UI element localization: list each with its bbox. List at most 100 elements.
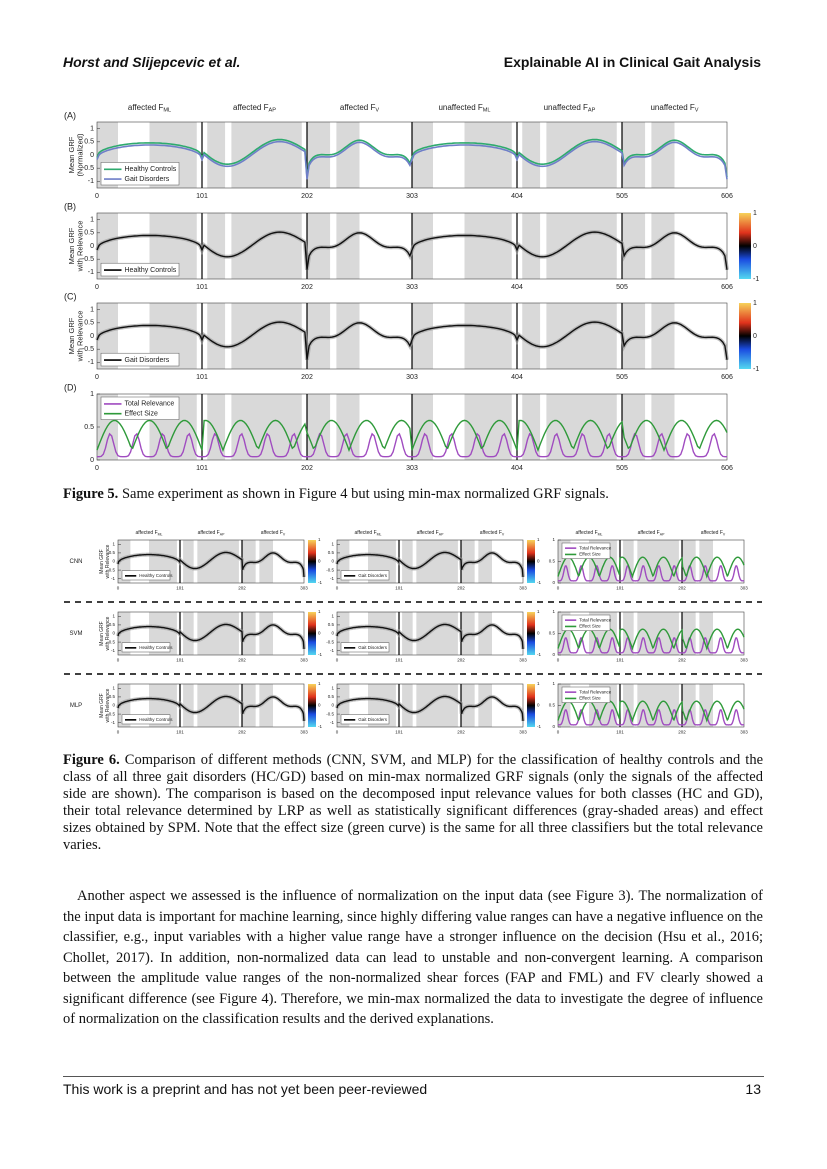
significance-shade	[436, 612, 457, 655]
column-header: affected FV	[261, 530, 286, 536]
x-tick-label: 303	[519, 658, 527, 663]
y-tick-label: 1	[90, 216, 94, 223]
y-axis-label: with Relevance	[75, 221, 84, 273]
significance-shade	[416, 684, 427, 727]
y-axis-label: with Relevance	[105, 688, 111, 722]
significance-shade	[207, 122, 226, 188]
column-header-sub: ML	[163, 108, 171, 114]
x-tick-label: 0	[336, 730, 339, 735]
page-number: 13	[745, 1081, 761, 1097]
significance-shade	[99, 213, 118, 279]
significance-shade	[414, 303, 433, 369]
legend-label: Total Relevance	[125, 401, 175, 408]
colorbar	[527, 684, 535, 727]
significance-shade	[336, 213, 355, 279]
x-tick-label: 0	[557, 658, 560, 663]
significance-shade	[416, 612, 427, 655]
legend-label: Healthy Controls	[125, 166, 177, 173]
column-header-sub: V	[502, 532, 505, 536]
x-tick-label: 303	[406, 465, 418, 472]
colorbar-tick-label: 0	[318, 631, 321, 636]
significance-shade	[207, 303, 226, 369]
header-authors: Horst and Slijepcevic et al.	[63, 54, 241, 70]
column-header-sub: ML	[158, 532, 163, 536]
x-tick-label: 101	[196, 374, 208, 381]
y-tick-label: 1	[112, 613, 115, 618]
y-tick-label: 0	[90, 243, 94, 250]
curve	[336, 623, 524, 650]
significance-shade	[217, 540, 238, 583]
column-header-sub: V	[695, 108, 699, 114]
significance-shade	[231, 303, 250, 369]
y-tick-label: 0.5	[84, 424, 94, 431]
significance-shade	[183, 540, 194, 583]
colorbar-tick-label: 1	[753, 300, 757, 307]
significance-shade	[414, 213, 433, 279]
y-tick-label: -0.5	[326, 639, 334, 644]
column-header-sub: V	[723, 532, 726, 536]
column-header-sub: ML	[377, 532, 382, 536]
panel-label: (C)	[64, 291, 77, 301]
x-tick-label: 303	[300, 586, 308, 591]
x-tick-label: 606	[721, 374, 733, 381]
figure6-caption: Figure 6. Comparison of different method…	[63, 752, 763, 854]
x-tick-label: 303	[406, 193, 418, 200]
curve	[96, 231, 728, 270]
column-header-text: unaffected F	[438, 103, 482, 112]
column-header-sub: AP	[220, 532, 225, 536]
x-tick-label: 101	[395, 586, 403, 591]
colorbar-tick-label: 1	[537, 609, 540, 614]
footer-rule	[63, 1076, 764, 1077]
legend-box	[121, 714, 171, 725]
column-header-text: unaffected F	[544, 103, 588, 112]
x-tick-label: 303	[519, 730, 527, 735]
column-header: affected FV	[480, 530, 505, 536]
column-header-sub: ML	[598, 532, 603, 536]
x-tick-label: 0	[117, 730, 120, 735]
column-header: affected FV	[340, 103, 379, 114]
column-header-text: affected F	[701, 530, 723, 536]
caption-label: Figure 6.	[63, 752, 120, 768]
y-tick-label: 1	[90, 391, 94, 398]
column-header: unaffected FML	[438, 103, 490, 114]
y-tick-label: 1	[331, 541, 334, 546]
x-tick-label: 202	[678, 730, 686, 735]
y-tick-label: -1	[111, 576, 115, 581]
y-tick-label: -0.5	[107, 711, 115, 716]
y-tick-label: 1	[112, 685, 115, 690]
legend-label: Gait Disorders	[125, 176, 170, 183]
x-tick-label: 303	[740, 730, 748, 735]
significance-shade	[522, 122, 541, 188]
curve	[96, 138, 728, 178]
x-tick-label: 101	[616, 586, 624, 591]
colorbar	[527, 540, 535, 583]
column-header-text: affected F	[135, 530, 157, 536]
significance-shade	[559, 540, 571, 583]
y-tick-label: 1	[331, 613, 334, 618]
y-tick-label: -1	[111, 720, 115, 725]
x-tick-label: 303	[406, 284, 418, 291]
significance-shade	[231, 213, 250, 279]
significance-shade	[217, 684, 238, 727]
y-tick-label: -1	[330, 576, 334, 581]
colorbar-tick-label: 1	[537, 681, 540, 686]
y-tick-label: -0.5	[82, 165, 94, 172]
colorbar	[527, 612, 535, 655]
colorbar-tick-label: 0	[318, 703, 321, 708]
significance-shade	[475, 213, 509, 279]
x-tick-label: 101	[616, 730, 624, 735]
column-header-sub: AP	[588, 108, 596, 114]
y-tick-label: -1	[88, 359, 94, 366]
x-tick-label: 101	[176, 658, 184, 663]
y-tick-label: 0.5	[549, 631, 556, 636]
column-header: affected FML	[135, 530, 162, 536]
legend-box	[121, 570, 171, 581]
x-tick-label: 101	[196, 284, 208, 291]
significance-shade	[336, 122, 355, 188]
colorbar-tick-label: 1	[318, 681, 321, 686]
column-header: affected FAP	[198, 530, 225, 536]
legend-label: Total Relevance	[579, 545, 612, 550]
x-tick-label: 606	[721, 284, 733, 291]
column-header-sub: V	[375, 108, 379, 114]
column-header: affected FV	[701, 530, 726, 536]
